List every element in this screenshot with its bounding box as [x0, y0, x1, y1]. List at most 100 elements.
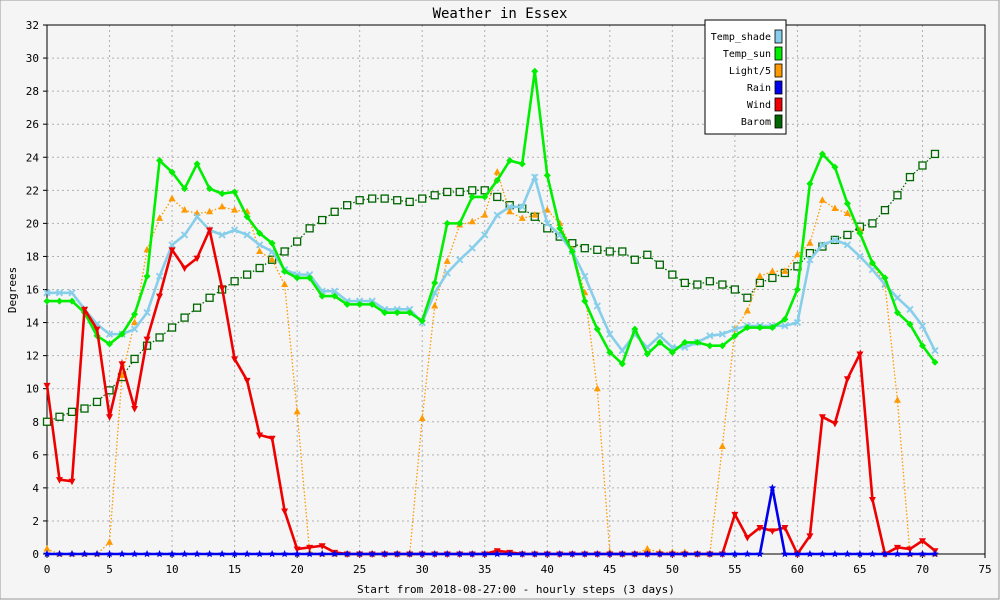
- data-point-rain: [105, 550, 114, 558]
- data-point-barom: [255, 263, 264, 273]
- data-point-temp-sun: [118, 330, 126, 338]
- data-point-rain: [831, 550, 839, 558]
- data-point-light-5: [156, 214, 164, 221]
- data-point-rain: [80, 550, 89, 558]
- data-point-temp-shade: [155, 272, 164, 280]
- data-point-wind: [156, 293, 164, 301]
- data-point-temp-shade: [230, 226, 239, 234]
- data-point-temp-sun: [918, 342, 926, 350]
- y-axis-label: Degrees: [6, 267, 19, 313]
- x-tick-label: 25: [353, 563, 366, 576]
- data-point-light-5: [231, 206, 239, 213]
- data-point-rain: [468, 550, 477, 558]
- data-point-barom: [580, 244, 589, 253]
- data-point-temp-sun: [306, 274, 314, 282]
- data-point-light-5: [131, 318, 139, 326]
- data-point-light-5: [818, 196, 826, 203]
- data-point-light-5: [468, 217, 476, 225]
- data-point-temp-sun: [581, 297, 589, 305]
- data-point-light-5: [768, 267, 776, 274]
- x-tick-label: 75: [978, 563, 991, 576]
- legend-swatch: [774, 114, 783, 129]
- data-point-temp-shade: [868, 266, 877, 274]
- data-point-barom: [380, 194, 389, 203]
- data-point-temp-sun: [556, 224, 564, 232]
- data-point-temp-sun: [193, 160, 201, 168]
- data-point-barom: [743, 293, 752, 302]
- y-tick-label: 20: [26, 217, 39, 230]
- data-point-temp-shade: [843, 241, 852, 249]
- data-point-temp-shade: [243, 231, 251, 239]
- data-point-barom: [905, 172, 915, 182]
- data-point-rain: [706, 550, 714, 558]
- data-point-rain: [293, 550, 301, 558]
- legend-label: Light/5: [729, 66, 771, 77]
- data-point-temp-shade: [531, 173, 539, 181]
- series-layer: [42, 67, 940, 558]
- series-line-temp-sun: [47, 71, 937, 367]
- data-point-temp-sun: [568, 247, 576, 255]
- data-point-barom: [705, 277, 715, 286]
- data-point-wind: [731, 511, 739, 519]
- legend-label: Barom: [741, 117, 771, 128]
- data-point-light-5: [443, 257, 451, 264]
- data-point-rain: [243, 550, 251, 558]
- data-point-temp-sun: [893, 309, 901, 317]
- data-point-temp-sun: [343, 300, 351, 308]
- x-tick-label: 45: [603, 563, 616, 576]
- data-point-rain: [856, 550, 864, 558]
- data-point-rain: [568, 550, 577, 558]
- data-point-barom: [80, 404, 89, 413]
- y-tick-label: 16: [26, 284, 39, 297]
- data-point-temp-sun: [543, 171, 551, 179]
- data-point-wind: [168, 247, 176, 254]
- data-point-wind: [768, 528, 776, 535]
- data-point-light-5: [293, 407, 301, 415]
- data-point-rain: [918, 550, 927, 558]
- data-point-temp-shade: [818, 241, 827, 249]
- data-point-wind: [743, 534, 751, 542]
- data-point-rain: [781, 550, 789, 558]
- data-point-temp-shade: [493, 211, 501, 219]
- data-point-barom: [368, 194, 377, 203]
- data-point-light-5: [206, 207, 214, 215]
- data-point-rain: [93, 550, 101, 558]
- data-point-rain: [631, 550, 639, 558]
- data-point-temp-sun: [931, 358, 939, 366]
- data-point-wind: [843, 376, 851, 383]
- x-tick-label: 10: [165, 563, 178, 576]
- data-point-light-5: [593, 384, 601, 392]
- data-point-temp-sun: [43, 297, 51, 305]
- data-point-rain: [731, 550, 739, 558]
- data-point-rain: [818, 550, 827, 558]
- data-point-wind: [268, 435, 276, 443]
- data-point-rain: [143, 550, 151, 558]
- data-point-rain: [906, 550, 914, 558]
- data-point-rain: [343, 550, 351, 558]
- data-point-temp-shade: [105, 330, 114, 338]
- data-point-barom: [230, 277, 239, 286]
- data-point-temp-sun: [243, 213, 251, 221]
- data-point-temp-shade: [831, 236, 839, 244]
- data-point-barom: [242, 270, 252, 279]
- legend-swatch: [774, 63, 783, 78]
- data-point-wind: [93, 326, 101, 334]
- data-point-barom: [180, 313, 189, 322]
- data-point-temp-shade: [593, 302, 601, 310]
- series-barom: [42, 149, 940, 426]
- data-point-rain: [393, 550, 401, 558]
- data-point-rain: [305, 550, 314, 558]
- data-point-rain: [230, 550, 239, 558]
- legend-swatch: [774, 80, 783, 95]
- y-tick-label: 2: [32, 515, 39, 528]
- data-point-wind: [206, 227, 214, 234]
- data-point-temp-sun: [443, 219, 451, 227]
- x-tick-label: 40: [541, 563, 554, 576]
- data-point-light-5: [218, 202, 226, 210]
- data-point-temp-sun: [281, 267, 289, 275]
- data-point-temp-shade: [918, 322, 927, 330]
- data-point-temp-sun: [393, 309, 401, 317]
- data-point-rain: [743, 550, 752, 558]
- data-point-light-5: [531, 211, 539, 218]
